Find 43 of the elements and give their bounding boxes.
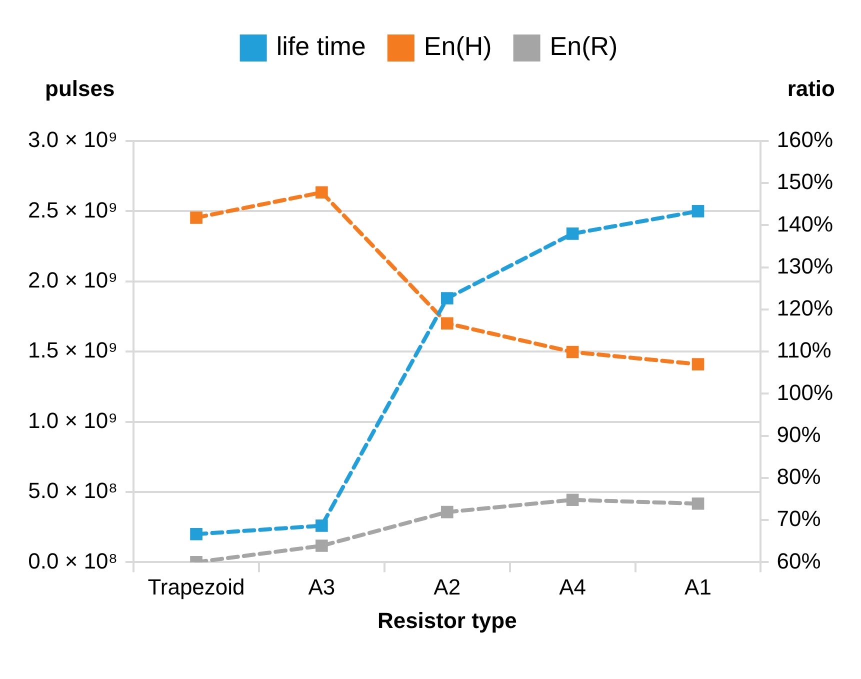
y2-tick-label: 130% bbox=[776, 253, 834, 278]
point bbox=[440, 506, 454, 518]
point bbox=[566, 228, 579, 240]
y-tick-label: 0.0 × 10⁸ bbox=[28, 548, 118, 574]
point bbox=[316, 186, 328, 199]
legend-label: En(R) bbox=[550, 31, 618, 62]
x-axis-title: Resistor type bbox=[377, 608, 517, 633]
point bbox=[566, 494, 579, 506]
point bbox=[692, 205, 704, 218]
point bbox=[692, 497, 704, 510]
y-tick-label: 1.0 × 10⁹ bbox=[28, 408, 118, 433]
point bbox=[440, 317, 454, 330]
y-axis-title: pulses bbox=[45, 76, 115, 102]
y2-tick-label: 60% bbox=[776, 548, 821, 574]
y2-tick-label: 120% bbox=[776, 296, 834, 321]
point bbox=[692, 358, 704, 370]
legend-label: En(H) bbox=[424, 31, 492, 62]
y-tick-label: 1.5 × 10⁹ bbox=[28, 338, 118, 363]
y2-tick-label: 150% bbox=[776, 169, 834, 194]
x-tick-label: A4 bbox=[559, 574, 586, 600]
point bbox=[566, 346, 579, 358]
point bbox=[316, 520, 328, 532]
x-tick-label: Trapezoid bbox=[148, 574, 245, 600]
x-tick-label: A2 bbox=[434, 574, 461, 600]
x-tick-label: A1 bbox=[684, 574, 712, 600]
y-tick-label: 3.0 × 10⁹ bbox=[28, 127, 118, 152]
y-tick-label: 2.0 × 10⁹ bbox=[28, 267, 118, 292]
y2-tick-label: 110% bbox=[776, 338, 832, 363]
y2-tick-label: 80% bbox=[776, 464, 821, 490]
y2-tick-label: 90% bbox=[776, 422, 821, 447]
y2-tick-label: 140% bbox=[776, 211, 834, 236]
x-tick-label: A3 bbox=[308, 574, 336, 600]
legend-label: life time bbox=[276, 31, 366, 62]
point bbox=[190, 212, 202, 224]
point bbox=[440, 292, 454, 304]
y2-tick-label: 70% bbox=[776, 506, 821, 532]
point bbox=[316, 540, 328, 552]
point bbox=[190, 528, 202, 540]
y2-tick-label: 160% bbox=[776, 127, 834, 152]
y2-axis-title: ratio bbox=[787, 76, 835, 102]
y-tick-label: 2.5 × 10⁹ bbox=[28, 197, 118, 222]
y2-tick-label: 100% bbox=[776, 380, 834, 405]
y-tick-label: 5.0 × 10⁸ bbox=[28, 478, 118, 504]
